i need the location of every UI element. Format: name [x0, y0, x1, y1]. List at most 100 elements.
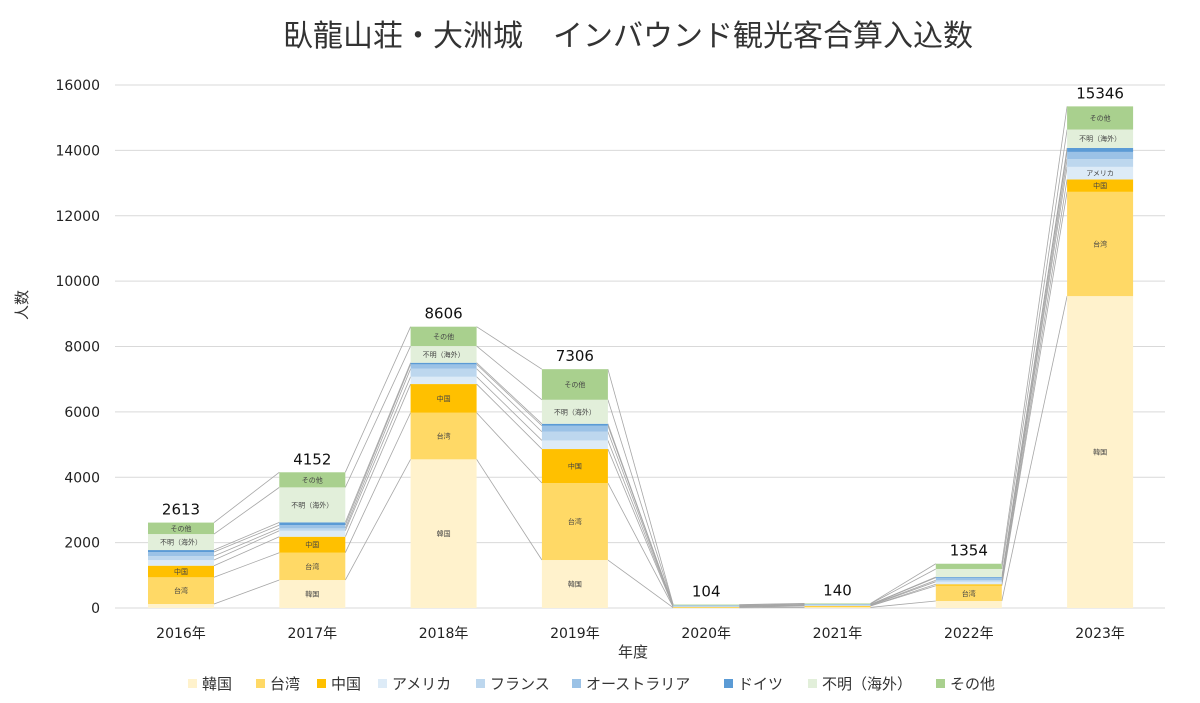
- bar-segment: [1067, 106, 1134, 130]
- bar-segment: [673, 604, 740, 606]
- y-tick-label: 16000: [55, 78, 100, 94]
- x-tick-label: 2017年: [287, 626, 337, 642]
- legend-label: 韓国: [202, 675, 232, 693]
- legend-label: その他: [950, 675, 995, 693]
- series-line: [607, 369, 674, 605]
- series-line: [870, 579, 936, 606]
- segment-label: 台湾: [305, 562, 319, 571]
- y-tick-label: 4000: [64, 470, 100, 486]
- segment-label: 台湾: [1093, 239, 1107, 248]
- y-tick-label: 8000: [64, 340, 100, 356]
- segment-label: 韓国: [568, 580, 582, 589]
- series-line: [870, 576, 936, 605]
- legend-swatch: [936, 679, 945, 688]
- total-label: 4152: [293, 450, 331, 468]
- total-label: 104: [692, 583, 721, 601]
- series-line: [607, 482, 674, 608]
- segment-label: 台湾: [437, 432, 451, 441]
- series-line: [213, 579, 280, 605]
- bar-segment: [410, 412, 477, 460]
- segment-label: その他: [1090, 113, 1111, 122]
- series-line: [870, 563, 937, 604]
- segment-label: 中国: [1093, 181, 1107, 190]
- series-line: [476, 364, 543, 427]
- y-tick-label: 0: [91, 601, 100, 617]
- bar-segment: [148, 565, 214, 578]
- bar-segment: [673, 605, 740, 607]
- legend-label: オーストラリア: [586, 675, 690, 693]
- series-line: [870, 581, 936, 606]
- bar-segment: [148, 556, 214, 561]
- segment-label: その他: [171, 524, 192, 533]
- segment-label: 不明（海外）: [554, 407, 596, 416]
- bar-segment: [804, 603, 871, 605]
- bar-segment: [148, 604, 214, 608]
- bar-segment: [935, 576, 1002, 578]
- total-label: 8606: [425, 305, 463, 323]
- bar-segment: [935, 577, 1002, 581]
- bar-segment: [804, 607, 871, 608]
- bar-segment: [148, 560, 214, 566]
- bar-segment: [673, 606, 740, 607]
- legend-swatch: [808, 679, 817, 688]
- bar-segment: [148, 522, 214, 535]
- series-line: [607, 448, 674, 608]
- series-line: [213, 528, 280, 557]
- series-line: [607, 559, 674, 608]
- legend-swatch: [476, 679, 485, 688]
- series-line: [476, 362, 543, 425]
- legend-swatch: [256, 679, 265, 688]
- bar-segment: [279, 525, 346, 529]
- bar-segment: [804, 604, 871, 606]
- x-tick-label: 2021年: [813, 626, 863, 642]
- series-line: [344, 345, 411, 488]
- bar-segment: [1067, 296, 1134, 608]
- bar-segment: [279, 522, 346, 526]
- bar-segment: [935, 585, 1002, 602]
- total-label: 7306: [556, 347, 594, 365]
- bar-segment: [673, 604, 740, 606]
- bar-segment: [673, 606, 740, 608]
- segment-label: 韓国: [305, 590, 319, 599]
- legend-label: 不明（海外）: [822, 675, 912, 693]
- bar-segment: [541, 440, 608, 450]
- y-axis-ticks: 0 2000 4000 6000 8000 10000 12000 14000 16000: [55, 78, 100, 617]
- legend-label: ドイツ: [738, 675, 783, 693]
- series-line: [870, 568, 936, 605]
- bar-segment: [541, 431, 608, 441]
- series-line: [476, 383, 543, 450]
- bar-segment: [410, 364, 477, 369]
- legend-swatch: [572, 679, 581, 688]
- segment-label: 台湾: [174, 586, 188, 595]
- bar-segment: [935, 584, 1002, 586]
- legend-label: 台湾: [270, 675, 300, 693]
- series-line: [344, 326, 411, 473]
- bar-segment: [541, 483, 608, 561]
- series-line: [870, 583, 936, 607]
- series-line: [476, 412, 543, 484]
- series-line: [213, 536, 280, 567]
- segment-label: その他: [564, 380, 585, 389]
- series-line: [344, 364, 411, 526]
- series-line: [344, 368, 411, 529]
- series-line: [607, 399, 674, 606]
- bar-segment: [279, 472, 346, 488]
- bar-segment: [1067, 159, 1134, 167]
- y-tick-label: 14000: [55, 143, 100, 159]
- series-line: [1001, 179, 1068, 585]
- series-line: [1001, 106, 1068, 564]
- bar-segment: [410, 362, 477, 365]
- x-tick-label: 2016年: [156, 626, 206, 642]
- segment-label: その他: [302, 475, 323, 484]
- bar-segment: [673, 606, 740, 607]
- bar-segment: [804, 605, 871, 606]
- x-tick-label: 2019年: [550, 626, 600, 642]
- x-tick-label: 2023年: [1075, 626, 1125, 642]
- series-line: [476, 345, 543, 401]
- legend-swatch: [724, 679, 733, 688]
- total-label: 2613: [162, 501, 200, 519]
- y-tick-label: 2000: [64, 536, 100, 552]
- bar-segment: [935, 580, 1002, 582]
